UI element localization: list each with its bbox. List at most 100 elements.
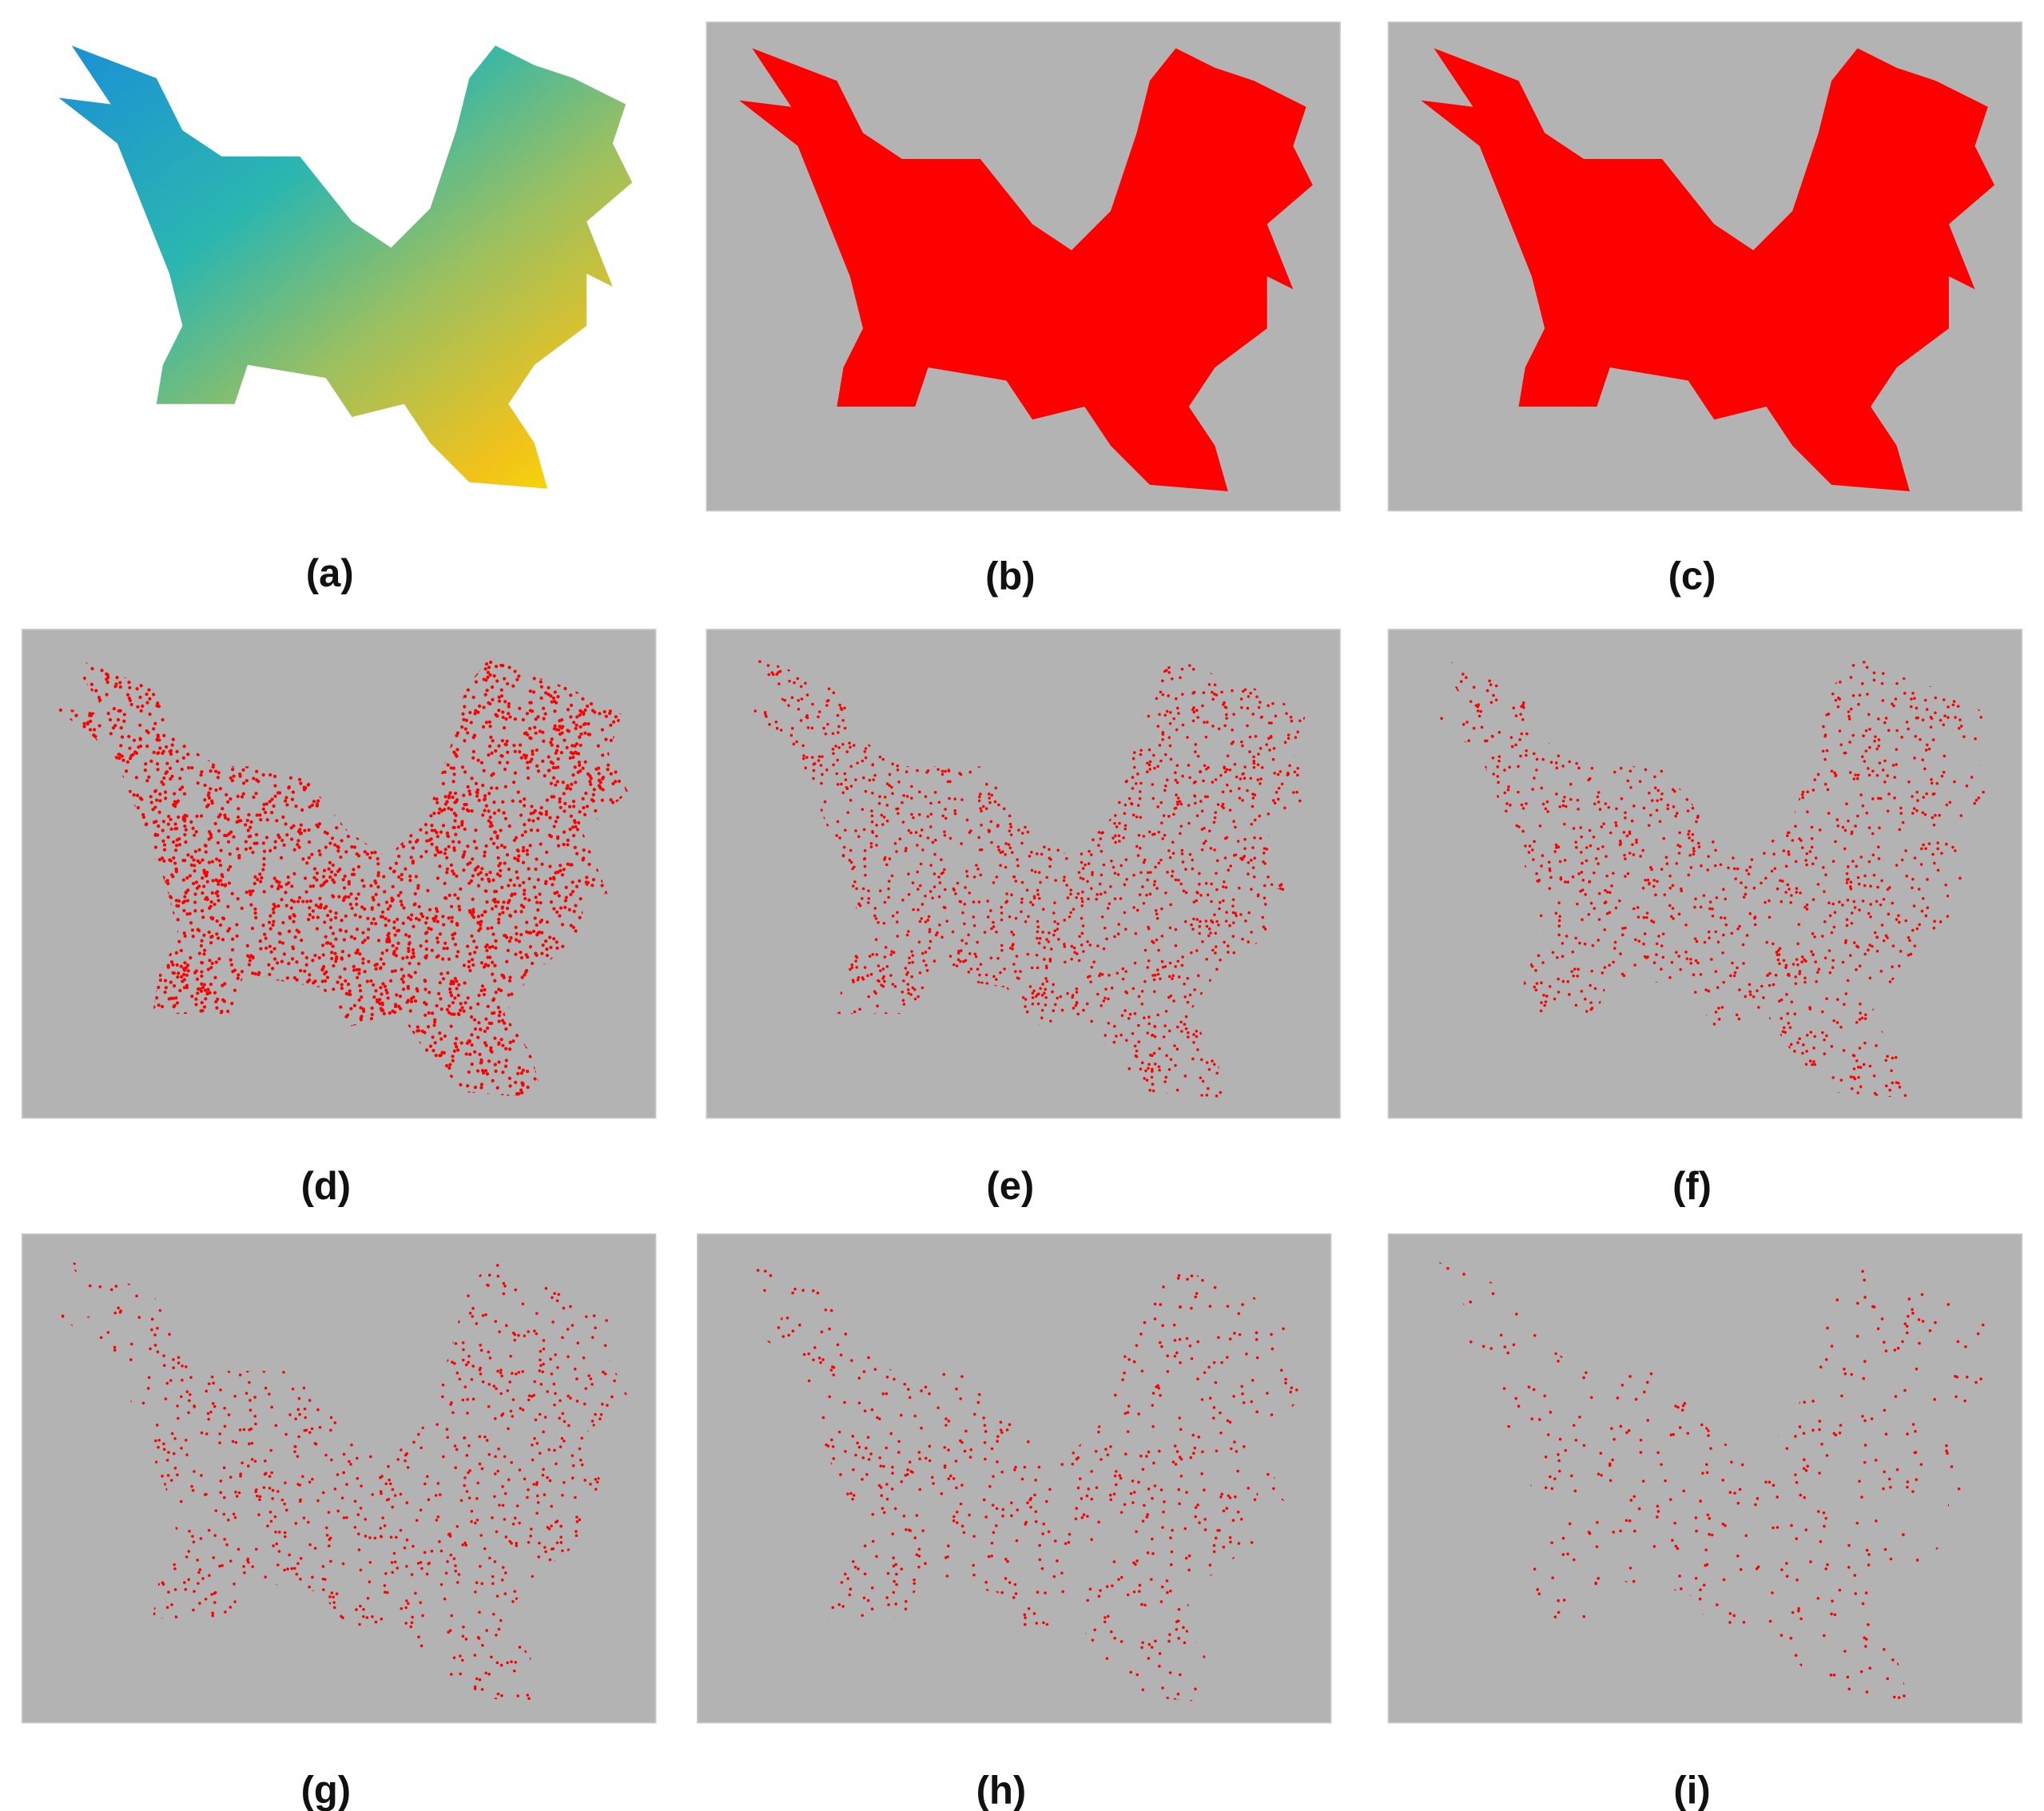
point	[426, 1025, 431, 1029]
point	[207, 860, 211, 864]
point	[572, 909, 576, 914]
point	[464, 718, 468, 722]
point	[544, 810, 548, 814]
point	[324, 935, 328, 939]
point	[443, 852, 447, 856]
point	[463, 694, 467, 698]
point	[479, 1086, 483, 1090]
point	[145, 692, 149, 697]
point	[424, 1013, 427, 1018]
point	[583, 731, 587, 735]
point	[583, 760, 587, 764]
point	[423, 1000, 427, 1005]
point	[462, 793, 466, 797]
point	[571, 825, 575, 829]
point	[210, 860, 215, 864]
point	[323, 830, 327, 834]
point	[141, 704, 145, 709]
point	[435, 1003, 439, 1008]
point	[380, 992, 384, 996]
point	[303, 876, 308, 880]
point	[336, 844, 340, 848]
point	[577, 820, 581, 825]
point	[226, 817, 230, 821]
point	[97, 695, 101, 700]
point	[475, 788, 480, 792]
point	[473, 712, 477, 716]
point	[321, 964, 326, 969]
point	[479, 961, 484, 965]
point	[182, 986, 186, 990]
point	[181, 756, 185, 760]
point	[539, 680, 543, 684]
point	[273, 846, 277, 850]
point	[175, 749, 179, 754]
point	[541, 730, 545, 734]
point	[169, 752, 173, 757]
point	[408, 874, 412, 878]
point	[315, 871, 320, 876]
point	[430, 842, 434, 846]
point	[441, 781, 445, 786]
point	[520, 833, 524, 837]
point	[437, 811, 441, 815]
point	[382, 962, 386, 966]
point	[515, 876, 519, 880]
point	[204, 850, 208, 854]
point	[591, 877, 596, 882]
point	[492, 800, 496, 804]
point	[431, 1035, 435, 1039]
point	[463, 850, 467, 854]
point	[258, 813, 262, 817]
point	[191, 826, 195, 830]
point	[379, 967, 383, 971]
point	[360, 905, 364, 909]
point	[473, 1050, 477, 1054]
point	[490, 773, 494, 777]
point	[336, 849, 340, 853]
point	[435, 876, 440, 880]
point	[369, 884, 373, 888]
point	[467, 908, 472, 913]
point	[453, 931, 457, 935]
point	[356, 865, 361, 869]
point	[160, 1004, 165, 1009]
point	[541, 759, 545, 763]
point	[169, 980, 173, 984]
point	[209, 768, 213, 773]
point	[463, 727, 468, 731]
point	[461, 712, 465, 716]
point	[345, 1013, 350, 1017]
point	[216, 997, 220, 1001]
point	[553, 891, 557, 896]
point	[413, 971, 417, 975]
point	[355, 951, 360, 955]
point	[538, 729, 543, 733]
point	[494, 991, 498, 995]
point	[241, 792, 245, 796]
point	[563, 905, 567, 909]
point	[164, 986, 168, 990]
point	[481, 725, 486, 729]
point	[226, 800, 230, 804]
point	[384, 916, 388, 921]
point	[293, 935, 297, 939]
point	[443, 770, 447, 774]
point	[435, 936, 439, 940]
point	[162, 776, 166, 780]
point	[200, 908, 205, 913]
point	[241, 781, 246, 785]
point	[507, 993, 511, 997]
point	[105, 673, 109, 677]
point	[521, 848, 525, 853]
point	[543, 691, 548, 695]
point	[236, 794, 240, 799]
point	[372, 917, 376, 921]
point	[299, 969, 303, 973]
point	[472, 939, 476, 943]
point	[462, 963, 467, 967]
point	[512, 743, 516, 748]
point	[316, 915, 320, 919]
point	[471, 874, 475, 878]
point	[435, 919, 439, 923]
